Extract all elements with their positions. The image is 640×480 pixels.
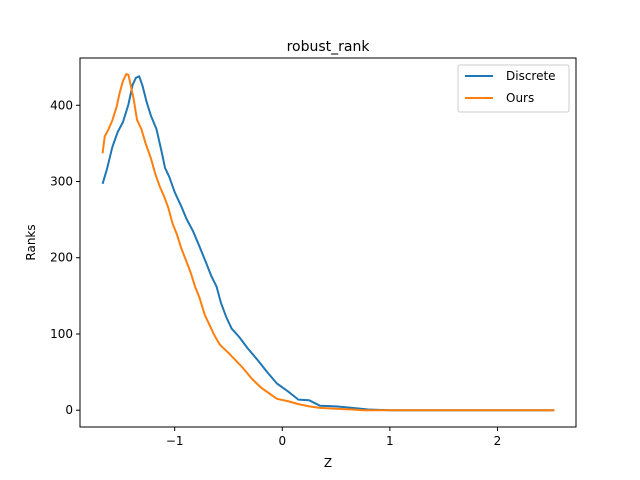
- y-tick-label: 400: [50, 98, 73, 112]
- chart-title: robust_rank: [287, 39, 371, 55]
- x-axis: −1 0 1 2: [166, 427, 501, 448]
- x-tick-label: 0: [278, 434, 286, 448]
- y-tick-label: 200: [50, 251, 73, 265]
- x-tick-label: −1: [166, 434, 184, 448]
- legend-label-ours: Ours: [506, 91, 534, 105]
- x-tick-label: 2: [494, 434, 502, 448]
- legend: Discrete Ours: [457, 64, 570, 113]
- series-line-discrete: [101, 75, 555, 412]
- legend-label-discrete: Discrete: [506, 69, 556, 83]
- plot-frame: [79, 57, 577, 428]
- y-axis-label: Ranks: [24, 224, 38, 260]
- x-axis-label: Z: [324, 456, 332, 470]
- y-tick-label: 300: [50, 175, 73, 189]
- x-tick-label: 1: [386, 434, 394, 448]
- series-layer: [101, 73, 555, 412]
- y-tick-label: 0: [65, 403, 73, 417]
- y-axis: 0 100 200 300 400: [50, 98, 80, 417]
- y-tick-label: 100: [50, 327, 73, 341]
- series-line-ours: [101, 73, 555, 412]
